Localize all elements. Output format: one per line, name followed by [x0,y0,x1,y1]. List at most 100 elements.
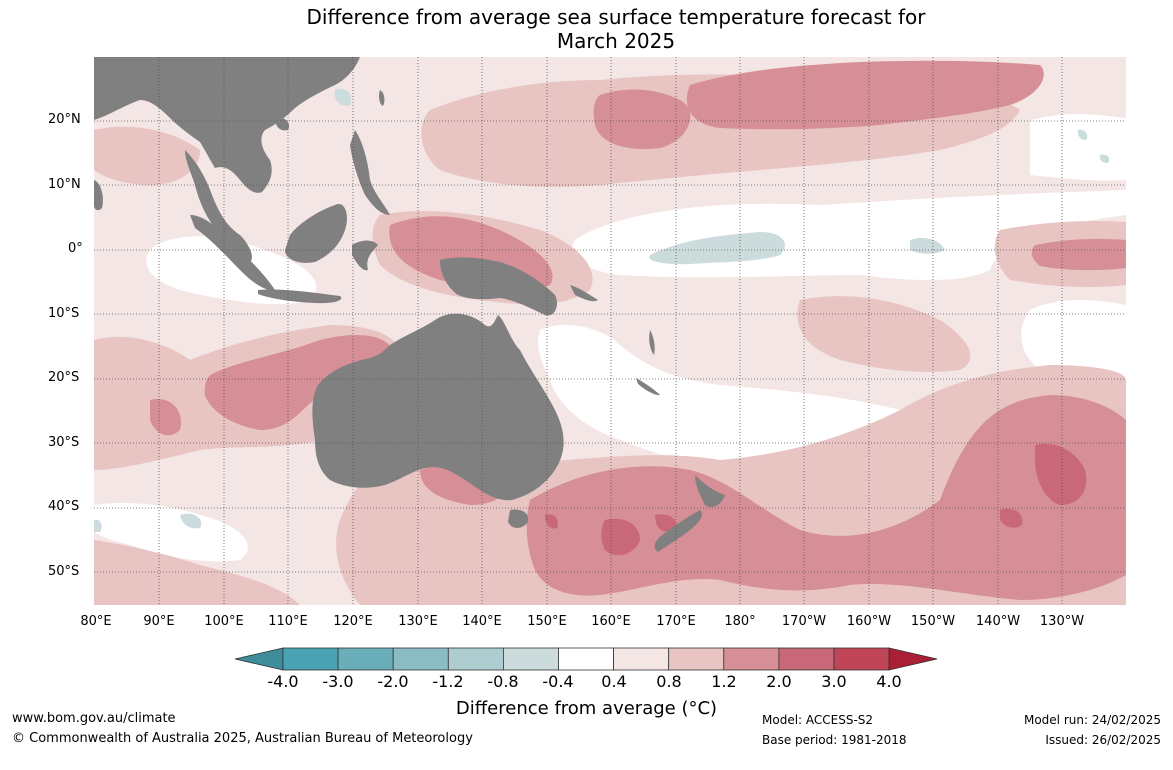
title-line-2: March 2025 [556,29,676,53]
anomaly-warm-strong-region [686,60,1044,130]
lon-label: 140°E [462,614,502,629]
colorbar-bin [723,647,780,671]
land-australia [312,313,564,501]
lon-label: 160°E [591,614,631,629]
land-java [258,289,342,304]
lat-label: 20°N [48,112,81,127]
colorbar-tick-label: -0.8 [487,672,519,691]
colorbar-title: Difference from average (°C) [455,698,718,719]
anomaly-warm-strong-region [1031,238,1126,271]
lat-label: 20°S [48,370,80,385]
colorbar-bin [613,647,670,671]
anomaly-cool-region [649,232,785,265]
lat-label: 10°N [48,177,81,192]
lat-label: 30°S [48,435,80,450]
lat-label: 10°S [48,306,80,321]
title-line-1: Difference from average sea surface temp… [306,5,926,29]
anomaly-cool-region [180,513,202,529]
anomaly-warm-stronger-region [1035,443,1087,505]
land-new-zealand-north [695,475,725,507]
colorbar-bin [392,647,449,671]
colorbar-bin [447,647,504,671]
anomaly-neutral-region [146,236,317,305]
colorbar-bin [282,647,339,671]
colorbar-bin [668,647,725,671]
land-solomon-islands [570,285,598,302]
lon-label: 150°W [910,614,956,629]
anomaly-cool-region [1099,154,1110,163]
lon-label: 80°E [80,614,112,629]
colorbar-tick-label: -0.4 [542,672,574,691]
lon-label: 170°W [781,614,827,629]
anomaly-warm-mid-region [797,296,971,372]
colorbar-tick-label: 0.8 [656,672,682,691]
anomaly-warm-stronger-region [1000,508,1023,528]
lat-label: 0° [68,241,83,256]
page-title: Difference from average sea surface temp… [0,5,1173,53]
land-borneo [285,204,347,263]
lon-label: 180° [724,614,756,629]
colorbar-lower-extend [234,647,284,671]
colorbar-tick-label: 4.0 [876,672,902,691]
map-area [94,57,1126,605]
graticule [94,57,1126,605]
colorbar-bin [833,647,890,671]
colorbar-tick-label: -2.0 [377,672,409,691]
anomaly-cool-region [94,519,102,532]
anomaly-warm-strong-region [150,399,181,436]
colorbar-tick-label: 1.2 [711,672,737,691]
colorbar-tick-label: 3.0 [821,672,847,691]
lon-label: 90°E [143,614,175,629]
land-new-caledonia [636,378,660,396]
land-sumatra [190,215,275,291]
colorbar-tick-label: -3.0 [322,672,354,691]
lat-label: 40°S [48,499,80,514]
land-sulawesi [352,240,378,271]
anomaly-warm-mid-region [94,126,200,185]
anomaly-warm-stronger-region [655,514,677,532]
lon-label: 130°W [1039,614,1085,629]
lon-label: 160°W [846,614,892,629]
land-vanuatu [649,330,655,355]
website-link[interactable]: www.bom.gov.au/climate [12,711,176,726]
model-name: Model: ACCESS-S2 [762,713,874,727]
land-new-guinea [440,257,557,316]
colorbar-tick-label: 2.0 [766,672,792,691]
lon-label: 120°E [333,614,373,629]
colorbar-bin [778,647,835,671]
lat-label: 50°S [48,564,80,579]
lon-label: 140°W [975,614,1021,629]
anomaly-warm-strong-region [204,335,395,430]
base-period: Base period: 1981-2018 [762,733,907,747]
anomaly-warm-stronger-region [545,514,558,529]
anomaly-cool-region [1077,129,1088,140]
anomaly-neutral-region [94,503,248,562]
land-taiwan [379,90,385,106]
anomaly-cool-region [910,238,945,254]
land-asia [94,57,360,193]
land-tasmania [508,509,529,528]
colorbar-tick-label: -1.2 [432,672,464,691]
colorbar-upper-extend [888,647,938,671]
anomaly-warm-strong-region [526,395,1126,600]
colorbar-bin [337,647,394,671]
anomaly-warm-strong-region [593,89,691,150]
colorbar-tick-label: 0.4 [601,672,627,691]
copyright: © Commonwealth of Australia 2025, Austra… [12,731,473,746]
land-hainan [275,117,290,131]
land-new-zealand-south [654,510,702,552]
colorbar [234,647,938,671]
anomaly-neutral-region [1030,114,1126,181]
lon-label: 170°E [656,614,696,629]
issued-date: Issued: 26/02/2025 [1045,733,1161,747]
anomaly-cool-region [334,88,352,106]
lon-label: 110°E [268,614,308,629]
model-run: Model run: 24/02/2025 [1023,713,1161,727]
land-malay-peninsula [185,150,252,262]
colorbar-bin [502,647,559,671]
lon-label: 100°E [204,614,244,629]
anomaly-neutral-region [1021,300,1126,382]
lon-label: 150°E [527,614,567,629]
colorbar-bin [558,647,614,671]
